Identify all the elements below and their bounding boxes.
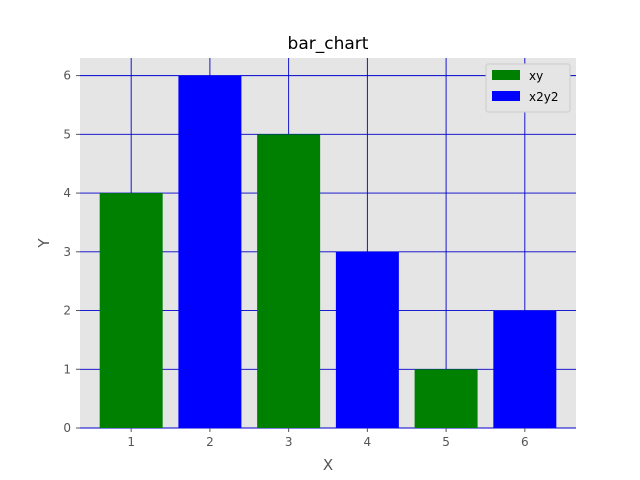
bar-xy-5: [414, 369, 478, 428]
chart-title: bar_chart: [288, 34, 369, 54]
x-tick-label: 4: [364, 435, 372, 449]
y-tick-label: 1: [63, 362, 71, 376]
x-tick-label: 6: [521, 435, 529, 449]
bar-x2y2-2: [178, 75, 242, 428]
bars: [99, 75, 557, 428]
y-tick-label: 6: [63, 69, 71, 83]
bar-xy-1: [99, 193, 163, 428]
y-axis-ticks: 0 1 2 3 4 5 6: [63, 69, 80, 435]
bar-x2y2-4: [335, 251, 399, 428]
y-tick-label: 0: [63, 421, 71, 435]
x-axis-ticks: 1 2 3 4 5 6: [127, 428, 529, 449]
y-tick-label: 3: [63, 245, 71, 259]
bar-x2y2-6: [493, 310, 557, 428]
x-tick-label: 5: [442, 435, 450, 449]
bar-xy-3: [257, 134, 321, 428]
legend-label-x2y2: x2y2: [529, 90, 558, 104]
legend-swatch-xy: [492, 70, 520, 80]
legend: xy x2y2: [485, 63, 571, 113]
legend-label-xy: xy: [529, 69, 543, 83]
x-tick-label: 2: [206, 435, 214, 449]
y-tick-label: 2: [63, 304, 71, 318]
y-axis-label: Y: [35, 238, 53, 249]
x-axis-label: X: [323, 456, 333, 474]
x-tick-label: 3: [285, 435, 293, 449]
x-tick-label: 1: [127, 435, 135, 449]
legend-swatch-x2y2: [492, 91, 520, 101]
y-tick-label: 4: [63, 186, 71, 200]
y-tick-label: 5: [63, 127, 71, 141]
